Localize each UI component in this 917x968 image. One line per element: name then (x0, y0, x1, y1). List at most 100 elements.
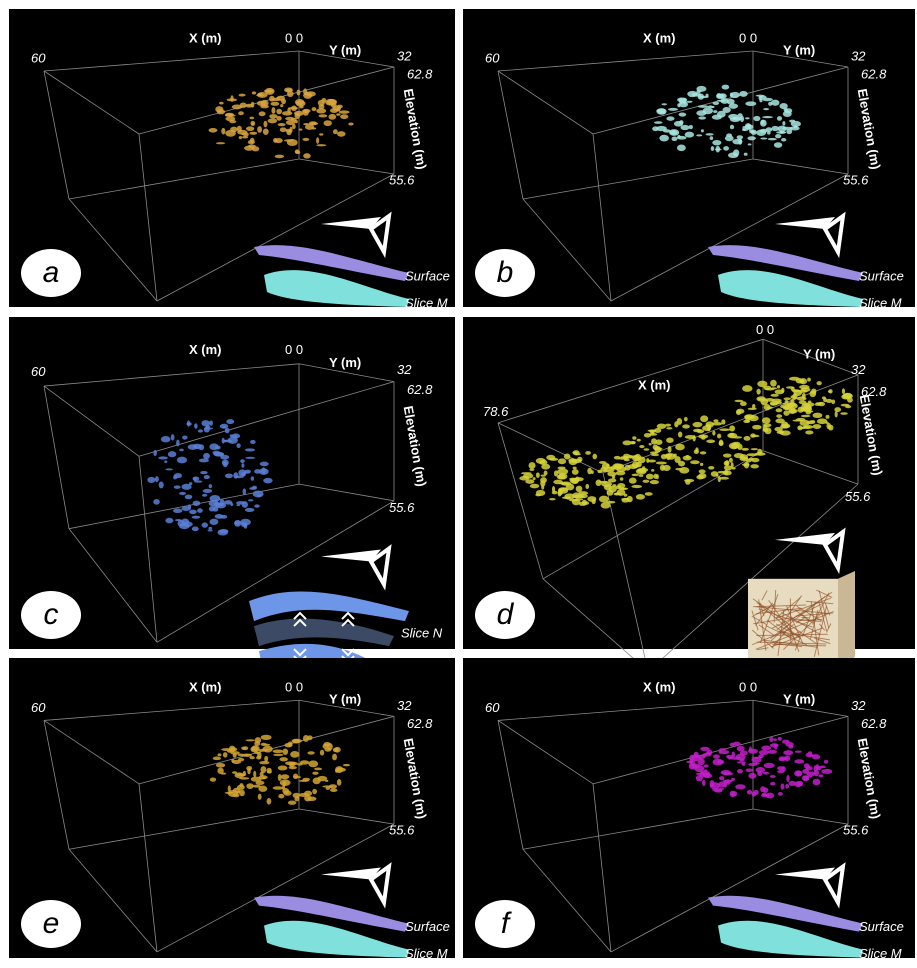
blob (340, 114, 348, 119)
blob (260, 462, 269, 467)
blob (764, 427, 771, 434)
blob (828, 390, 831, 392)
blob (153, 499, 160, 505)
blob (781, 783, 785, 789)
blob (743, 420, 750, 423)
blob (763, 772, 770, 775)
blob (263, 478, 272, 484)
blob (696, 134, 702, 136)
blob (624, 459, 630, 461)
z-top-tick: 62.8 (861, 716, 887, 731)
blob (677, 144, 686, 151)
blob (809, 390, 816, 397)
x-end-tick: 60 (485, 700, 500, 715)
blob (724, 781, 727, 788)
blob (174, 485, 181, 488)
legend-label: Slice M (405, 946, 448, 961)
blob (786, 386, 795, 389)
page: 60X (m)0 0Y (m)3262.8Elevation (m)55.6aS… (0, 0, 917, 968)
blob (573, 467, 577, 470)
blob (700, 747, 710, 751)
blob (269, 114, 277, 118)
blob (693, 435, 696, 442)
blob (525, 479, 534, 484)
blob (240, 459, 245, 463)
blob (759, 96, 763, 101)
blob (209, 519, 218, 525)
blob (233, 472, 238, 478)
blob (842, 388, 845, 394)
blob (748, 143, 752, 145)
blob (779, 756, 786, 761)
blob (656, 108, 666, 115)
blob (202, 522, 208, 527)
blob (245, 448, 255, 451)
blob (244, 146, 254, 151)
blob (541, 485, 544, 490)
blob (723, 454, 732, 458)
blob (776, 408, 783, 412)
blob (336, 113, 340, 116)
blob (757, 381, 767, 387)
blob (786, 775, 789, 782)
blob (339, 110, 350, 113)
blob (219, 529, 228, 533)
blob (242, 136, 248, 139)
blob (768, 750, 777, 754)
blob (285, 129, 292, 133)
blob (294, 120, 298, 123)
blob (778, 792, 783, 796)
blob (731, 778, 735, 781)
blob (297, 763, 303, 766)
blob (335, 768, 346, 772)
blob (241, 747, 246, 750)
blob (348, 122, 353, 125)
blob (782, 423, 791, 428)
blob (314, 768, 322, 771)
blob (228, 785, 231, 792)
blob (742, 385, 752, 392)
blob (737, 769, 743, 774)
blob (718, 749, 721, 754)
blob (678, 432, 682, 438)
blob (312, 789, 317, 794)
blob (780, 405, 785, 408)
blob (206, 425, 210, 428)
blob (775, 418, 784, 423)
blob (713, 101, 719, 105)
origin-tick: 0 0 (756, 322, 774, 337)
blob (243, 488, 246, 494)
blob (719, 428, 730, 431)
blob (731, 791, 737, 797)
blob (254, 741, 260, 746)
blob (675, 468, 683, 470)
blob (293, 793, 300, 798)
blob (715, 473, 718, 476)
blob (754, 790, 759, 795)
blob (790, 395, 796, 399)
blob (750, 464, 759, 468)
blob (179, 492, 186, 495)
blob (282, 785, 285, 790)
blob (281, 99, 286, 105)
blob (282, 111, 292, 116)
blob (775, 134, 781, 138)
blob (700, 415, 708, 422)
blob (237, 126, 242, 132)
origin-tick: 0 0 (739, 30, 757, 45)
blob (794, 759, 804, 763)
blob (762, 98, 773, 102)
blob (719, 776, 724, 780)
blob (729, 458, 733, 463)
blob (239, 790, 245, 797)
blob (711, 106, 714, 108)
z-bottom-tick: 55.6 (389, 172, 415, 187)
blob (764, 763, 775, 768)
blob (582, 500, 587, 505)
blob (241, 133, 244, 135)
blob (717, 434, 721, 439)
blob (753, 116, 760, 121)
blob (607, 472, 616, 477)
blob (698, 105, 709, 108)
blob (685, 480, 690, 485)
